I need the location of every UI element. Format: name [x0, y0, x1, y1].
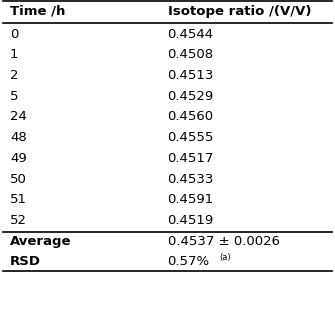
- Text: 5: 5: [10, 90, 18, 103]
- Text: 0.4508: 0.4508: [168, 48, 214, 61]
- Text: 0.4517: 0.4517: [168, 152, 214, 165]
- Text: 1: 1: [10, 48, 18, 61]
- Text: 0.4513: 0.4513: [168, 69, 214, 82]
- Text: 0.4555: 0.4555: [168, 131, 214, 144]
- Text: 0.4591: 0.4591: [168, 193, 214, 206]
- Text: 2: 2: [10, 69, 18, 82]
- Text: 0.4533: 0.4533: [168, 173, 214, 185]
- Text: Average: Average: [10, 235, 72, 247]
- Text: 0.4529: 0.4529: [168, 90, 214, 103]
- Text: Isotope ratio /(V/V): Isotope ratio /(V/V): [168, 5, 311, 18]
- Text: 0.4544: 0.4544: [168, 28, 214, 40]
- Text: 50: 50: [10, 173, 27, 185]
- Text: (a): (a): [219, 253, 231, 262]
- Text: 52: 52: [10, 214, 27, 227]
- Text: 0.57%: 0.57%: [168, 256, 210, 268]
- Text: 24: 24: [10, 111, 27, 123]
- Text: 51: 51: [10, 193, 27, 206]
- Text: RSD: RSD: [10, 256, 41, 268]
- Text: Time /h: Time /h: [10, 5, 65, 18]
- Text: 0.4519: 0.4519: [168, 214, 214, 227]
- Text: 48: 48: [10, 131, 27, 144]
- Text: 49: 49: [10, 152, 27, 165]
- Text: 0: 0: [10, 28, 18, 40]
- Text: 0.4537 ± 0.0026: 0.4537 ± 0.0026: [168, 235, 279, 247]
- Text: 0.4560: 0.4560: [168, 111, 214, 123]
